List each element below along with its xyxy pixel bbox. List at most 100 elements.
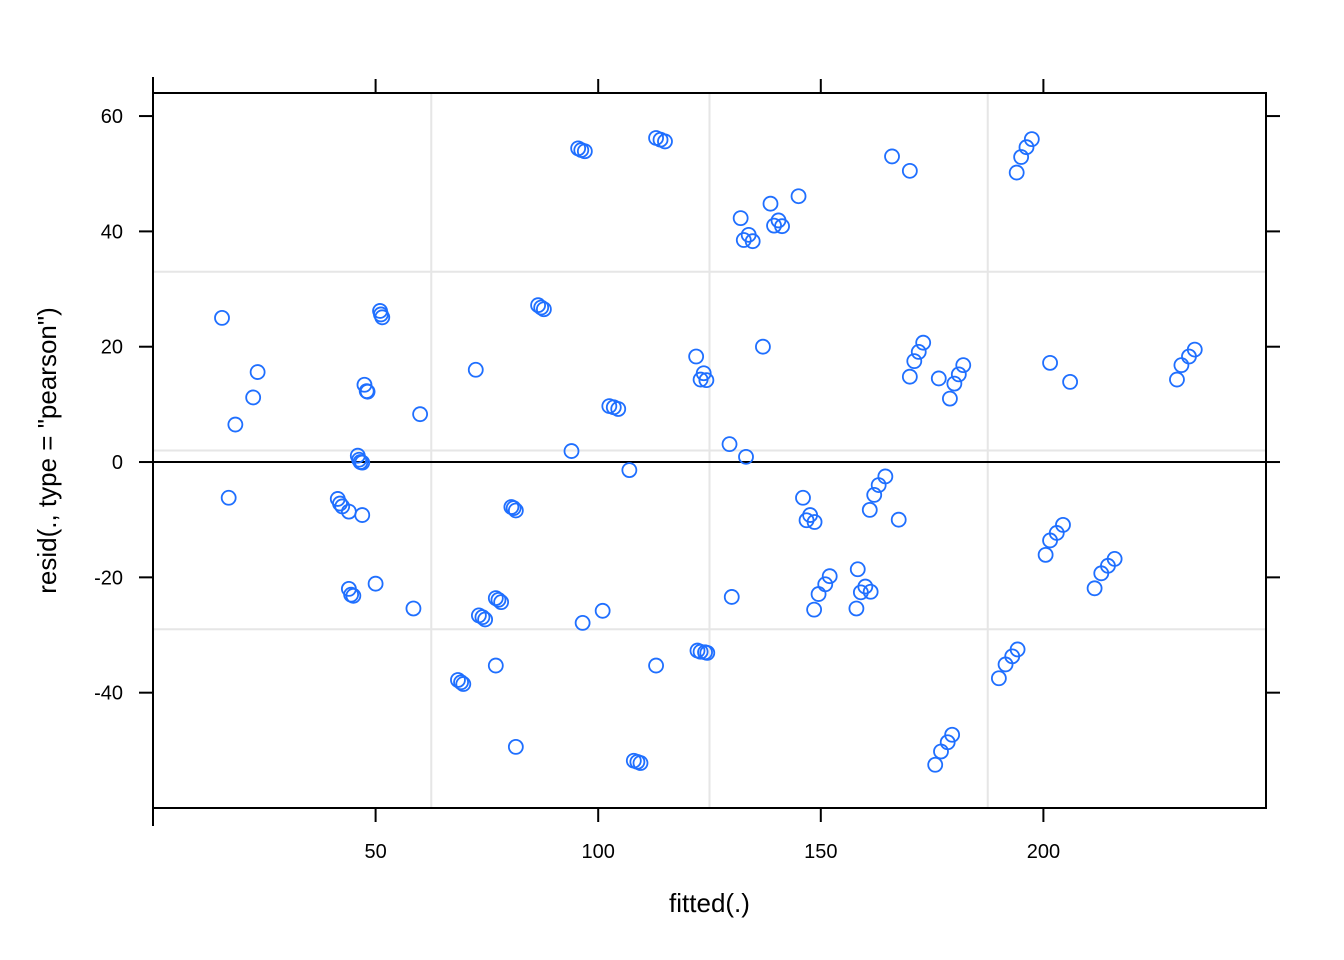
data-point — [354, 454, 371, 471]
data-point — [621, 462, 638, 479]
data-point — [944, 726, 961, 743]
data-point — [857, 578, 874, 595]
data-point — [1042, 354, 1058, 371]
data-point — [1013, 149, 1030, 165]
data-point — [1086, 580, 1103, 597]
data-point — [245, 389, 262, 406]
data-point — [405, 600, 422, 617]
data-point — [877, 468, 894, 485]
data-point — [884, 148, 900, 165]
data-point — [574, 615, 591, 631]
data-point — [345, 587, 362, 604]
data-point — [533, 299, 550, 316]
data-point — [901, 368, 918, 385]
data-point — [721, 436, 738, 453]
data-point — [1186, 341, 1203, 358]
data-point — [1169, 371, 1185, 388]
data-point — [744, 233, 761, 250]
y-tick-label: -20 — [94, 567, 123, 589]
data-point — [810, 586, 827, 602]
data-point — [848, 600, 865, 617]
data-point — [806, 601, 823, 618]
data-point — [774, 218, 790, 235]
data-point — [698, 372, 715, 389]
data-point — [632, 755, 649, 771]
data-point — [594, 602, 611, 619]
axes: 50 100 150 200 -40 -20 0 20 40 60 — [94, 77, 1280, 863]
y-tick-label: 20 — [101, 337, 123, 359]
data-point — [699, 644, 716, 661]
data-point — [927, 756, 944, 773]
data-point — [790, 188, 807, 205]
data-point — [1037, 546, 1054, 563]
data-point — [695, 365, 712, 382]
data-point — [474, 609, 491, 626]
data-point — [849, 561, 866, 578]
data-point — [1008, 164, 1025, 181]
x-axis-label: fitted(.) — [669, 888, 750, 918]
data-point — [933, 743, 949, 760]
data-point — [942, 390, 958, 407]
x-tick-label: 200 — [1027, 841, 1060, 863]
data-point — [738, 448, 754, 465]
data-point — [890, 511, 907, 528]
data-point — [249, 364, 266, 380]
data-point — [374, 309, 391, 326]
data-point — [610, 401, 627, 417]
data-point — [453, 674, 469, 691]
data-point — [1062, 373, 1079, 390]
data-point — [915, 334, 932, 351]
y-tick-label: 60 — [101, 106, 123, 128]
data-point — [817, 576, 834, 593]
data-point — [507, 738, 524, 755]
x-tick-label: 50 — [364, 841, 386, 863]
data-point — [493, 594, 510, 611]
x-tick-label: 100 — [582, 841, 615, 863]
data-point — [766, 217, 782, 234]
data-point — [1055, 516, 1071, 533]
data-point — [332, 495, 348, 512]
data-points — [214, 130, 1203, 773]
data-point — [487, 590, 504, 607]
data-point — [1023, 131, 1040, 148]
data-point — [1173, 357, 1190, 374]
data-point — [1018, 139, 1035, 156]
data-point — [563, 443, 580, 459]
data-point — [354, 507, 371, 523]
y-axis-label: resid(., type = "pearson") — [32, 307, 62, 594]
y-tick-label: -40 — [94, 683, 123, 705]
y-tick-label: 40 — [101, 221, 123, 243]
data-point — [505, 500, 522, 517]
data-point — [806, 514, 823, 530]
data-point — [955, 357, 972, 374]
data-point — [412, 406, 429, 423]
data-point — [220, 489, 237, 506]
data-point — [946, 375, 963, 392]
data-point — [990, 670, 1007, 687]
data-point — [861, 501, 878, 518]
data-point — [657, 133, 673, 150]
data-point — [688, 348, 705, 365]
data-point — [356, 376, 373, 393]
data-point — [490, 591, 507, 608]
data-point — [735, 232, 752, 248]
data-point — [477, 611, 494, 628]
data-point — [866, 486, 883, 503]
data-point — [795, 489, 811, 506]
data-point — [1009, 641, 1026, 658]
data-point — [821, 568, 838, 585]
data-point — [648, 657, 664, 674]
y-tick-label: 0 — [112, 452, 123, 474]
data-point — [1106, 551, 1123, 567]
data-point — [351, 451, 368, 468]
data-point — [227, 416, 244, 433]
x-tick-label: 150 — [804, 841, 837, 863]
data-point — [723, 589, 740, 605]
data-point — [367, 575, 384, 592]
data-point — [467, 361, 484, 378]
grid-lines — [153, 93, 1266, 808]
data-point — [214, 309, 230, 326]
data-point — [487, 657, 504, 674]
data-point — [762, 195, 779, 212]
